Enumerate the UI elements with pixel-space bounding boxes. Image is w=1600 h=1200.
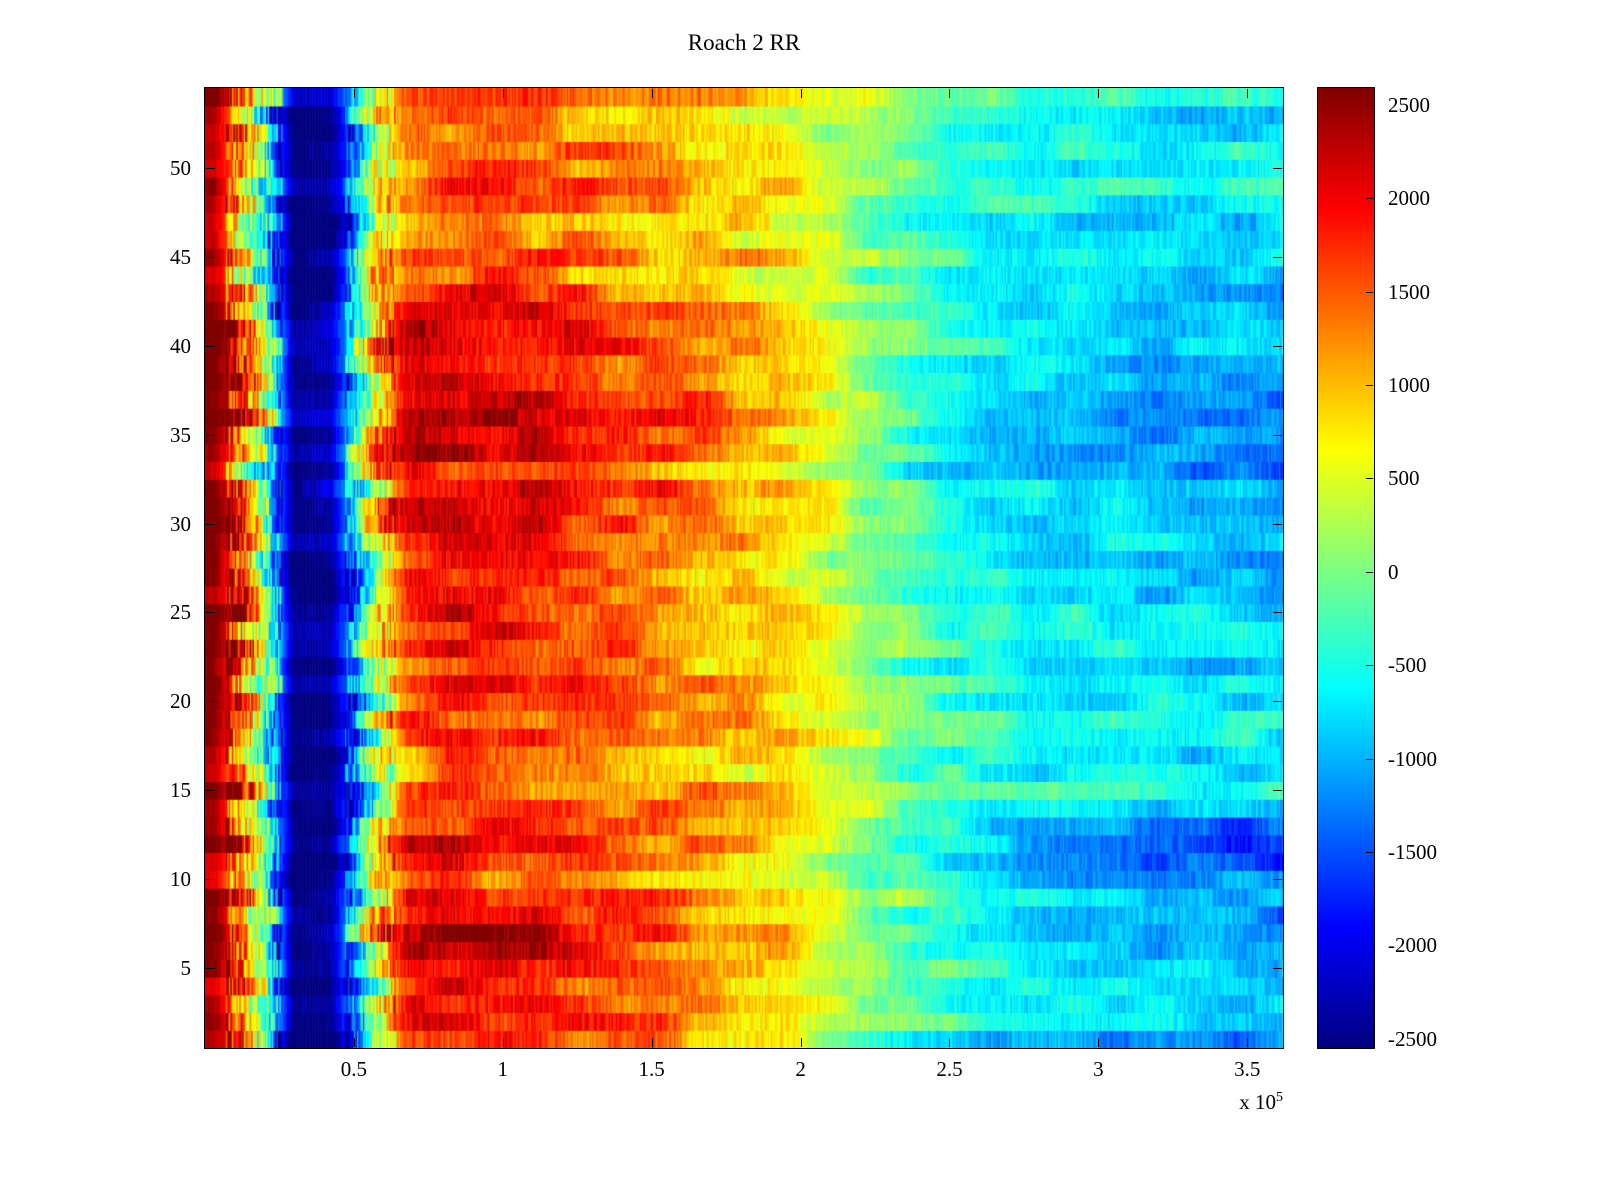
y-tick-mark-right: [1273, 612, 1282, 614]
x-tick-mark: [502, 1038, 504, 1047]
colorbar-tick-mark: [1366, 945, 1373, 947]
y-tick-label: 20: [170, 689, 191, 714]
y-tick-label: 40: [170, 333, 191, 358]
axis-border: [204, 87, 1284, 1049]
x-tick-mark-top: [1098, 89, 1100, 98]
y-tick-label: 10: [170, 867, 191, 892]
y-tick-label: 15: [170, 778, 191, 803]
colorbar-tick-mark: [1366, 478, 1373, 480]
colorbar-tick-label: 2000: [1388, 186, 1430, 211]
colorbar-tick-mark: [1366, 758, 1373, 760]
colorbar-tick-label: -2000: [1388, 933, 1437, 958]
heatmap-canvas: [205, 88, 1283, 1048]
x-scale-prefix: x 10: [1239, 1090, 1276, 1114]
y-tick-mark: [206, 345, 215, 347]
y-tick-mark-right: [1273, 968, 1282, 969]
y-tick-mark: [206, 701, 215, 703]
x-tick-label: 2: [795, 1057, 806, 1081]
y-tick-mark-right: [1273, 256, 1282, 258]
y-tick-label: 45: [170, 244, 191, 269]
x-tick-label: 3.5: [1234, 1057, 1261, 1081]
y-tick-label: 5: [180, 956, 192, 980]
colorbar-tick-label: 500: [1388, 466, 1420, 491]
y-tick-mark: [206, 523, 215, 525]
x-tick-label: 3: [1093, 1057, 1104, 1081]
colorbar-tick-mark: [1366, 384, 1373, 386]
x-tick-label: 1: [497, 1057, 509, 1081]
x-tick-mark-top: [353, 89, 355, 98]
x-axis-scale-label: x 105: [1123, 1090, 1283, 1115]
y-tick-label: 50: [170, 156, 191, 180]
x-scale-exponent: 5: [1276, 1090, 1283, 1105]
x-tick-label: 2.5: [936, 1057, 963, 1081]
colorbar-tick-label: 1500: [1388, 279, 1430, 304]
x-tick-mark-top: [949, 89, 951, 98]
x-tick-mark-top: [800, 89, 802, 98]
y-tick-mark: [206, 256, 215, 258]
x-tick-mark: [800, 1038, 802, 1047]
x-tick-mark: [1098, 1038, 1100, 1047]
x-tick-mark: [1247, 1038, 1249, 1047]
colorbar-tick-label: -2500: [1388, 1026, 1437, 1051]
colorbar-border: [1317, 87, 1375, 1049]
colorbar-gradient: [1318, 88, 1374, 1048]
colorbar-tick-mark: [1366, 104, 1373, 106]
y-tick-mark-right: [1273, 345, 1282, 347]
y-tick-mark: [206, 612, 215, 614]
x-tick-label: 1.5: [638, 1057, 665, 1081]
y-tick-mark-right: [1273, 434, 1282, 436]
colorbar-tick-label: -1000: [1388, 746, 1437, 771]
y-tick-mark: [206, 168, 215, 169]
y-tick-mark-right: [1273, 701, 1282, 703]
chart-title: Roach 2 RR: [687, 30, 801, 55]
x-tick-mark: [949, 1038, 951, 1047]
colorbar-tick-label: -500: [1388, 653, 1427, 678]
colorbar-tick-label: 0: [1388, 559, 1399, 584]
colorbar-tick-label: 2500: [1388, 92, 1430, 117]
y-tick-label: 30: [170, 511, 191, 536]
y-tick-mark: [206, 790, 215, 792]
colorbar-tick-mark: [1366, 665, 1373, 667]
x-tick-mark: [353, 1038, 355, 1047]
colorbar-tick-mark: [1366, 571, 1373, 573]
colorbar-tick-mark: [1366, 198, 1373, 200]
y-tick-label: 35: [170, 422, 191, 447]
x-tick-mark-top: [1247, 89, 1249, 98]
y-tick-mark: [206, 434, 215, 436]
x-tick-mark: [651, 1038, 653, 1047]
x-tick-mark-top: [502, 89, 504, 98]
y-tick-label: 25: [170, 600, 191, 625]
colorbar-tick-mark: [1366, 851, 1373, 853]
y-tick-mark-right: [1273, 790, 1282, 792]
y-tick-mark-right: [1273, 879, 1282, 881]
y-tick-mark: [206, 879, 215, 881]
x-tick-label: 0.5: [340, 1057, 368, 1081]
y-tick-mark: [206, 968, 215, 969]
y-tick-mark-right: [1273, 168, 1282, 169]
y-tick-mark-right: [1273, 523, 1282, 525]
colorbar-tick-mark: [1366, 1038, 1373, 1040]
colorbar-tick-label: -1500: [1388, 839, 1437, 864]
x-tick-mark-top: [651, 89, 653, 98]
colorbar-tick-label: 1000: [1388, 372, 1430, 397]
colorbar-tick-mark: [1366, 291, 1373, 293]
